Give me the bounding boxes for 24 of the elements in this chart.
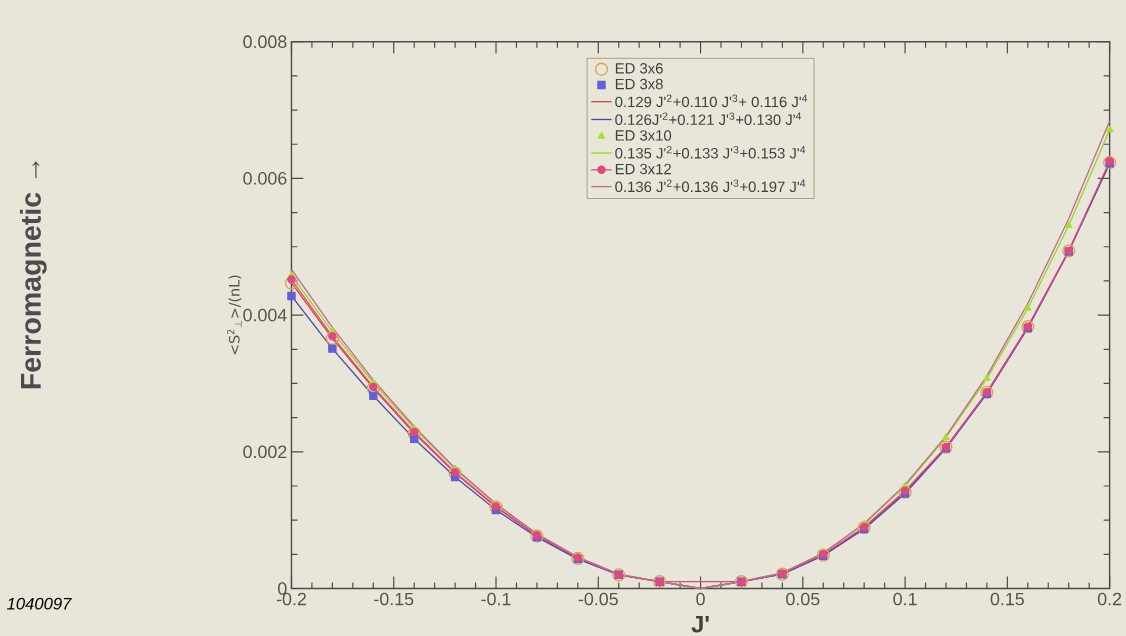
x-tick-label: 0.2 [1097,592,1122,606]
legend-label: 0.126J'$^{2}$+0.121 J'$^{3}$+0.130 J'$^{4}$ [615,112,802,125]
x-tick-label: -0.15 [374,592,414,606]
y-tick-label: 0.006 [243,171,287,185]
y-tick-label: 0.004 [243,308,287,322]
x-tick-label: 0.1 [893,592,917,606]
y-tick-label: 0.008 [243,35,287,48]
x-tick-label: 0.05 [786,592,820,606]
legend-label: 0.136 J'$^{2}$+0.136 J'$^{3}$+0.197 J'$^{4}$ [615,179,806,192]
x-axis-title: J' [691,615,709,633]
legend-label: ED 3x10 [615,129,672,141]
x-tick-label: 0.15 [990,592,1024,606]
legend-label: ED 3x8 [615,78,663,90]
x-tick-label: -0.05 [578,592,618,606]
text: Ferromagnetic → [19,160,47,389]
text: 1040097 [7,597,72,610]
legend-label: ED 3x6 [615,62,663,74]
y-axis-title: <S$^{2}$$_{⊥}$>/(nL) [227,275,242,355]
x-tick-label: 0 [696,592,705,606]
x-tick-label: -0.1 [481,592,511,606]
y-tick-label: 0.002 [243,445,287,458]
legend-label: 0.129 J'$^{2}$+0.110 J'$^{3}$+ 0.116 J'$^{4}$ [615,94,808,107]
legend-label: ED 3x12 [615,163,671,175]
legend-label: 0.135 J'$^{2}$+0.133 J'$^{3}$+0.153 J'$^{4}$ [615,145,806,159]
